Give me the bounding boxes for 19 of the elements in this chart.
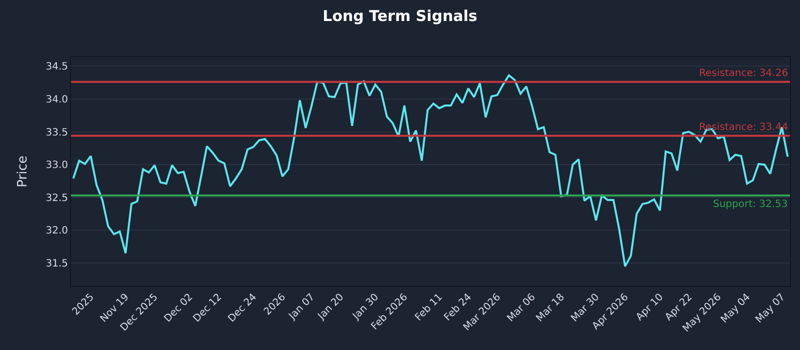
ref-line-label: Resistance: 33.44 [699,122,788,133]
ref-line-label: Resistance: 34.26 [699,68,788,79]
y-tick-label: 33.5 [46,127,68,138]
chart-title: Long Term Signals [322,7,478,25]
y-tick-label: 32.5 [46,192,68,204]
y-tick-label: 32.0 [46,226,68,237]
x-tick-label: Feb 11 [413,292,445,324]
y-tick-label: 31.5 [46,258,68,270]
x-tick-label: Jan 07 [286,292,318,323]
y-tick-label: 34.0 [46,94,68,106]
y-tick-label: 33.0 [46,160,68,172]
x-tick-label: Dec 24 [226,292,260,325]
x-tick-label: Dec 12 [191,292,224,325]
y-tick-label: 34.5 [46,62,68,73]
ref-line-label: Support: 32.53 [713,199,788,210]
x-tick-label: Mar 18 [534,292,567,324]
x-tick-label: Jan 20 [316,292,346,323]
x-tick-label: Apr 10 [634,292,666,324]
y-axis-title: Price [16,156,31,188]
